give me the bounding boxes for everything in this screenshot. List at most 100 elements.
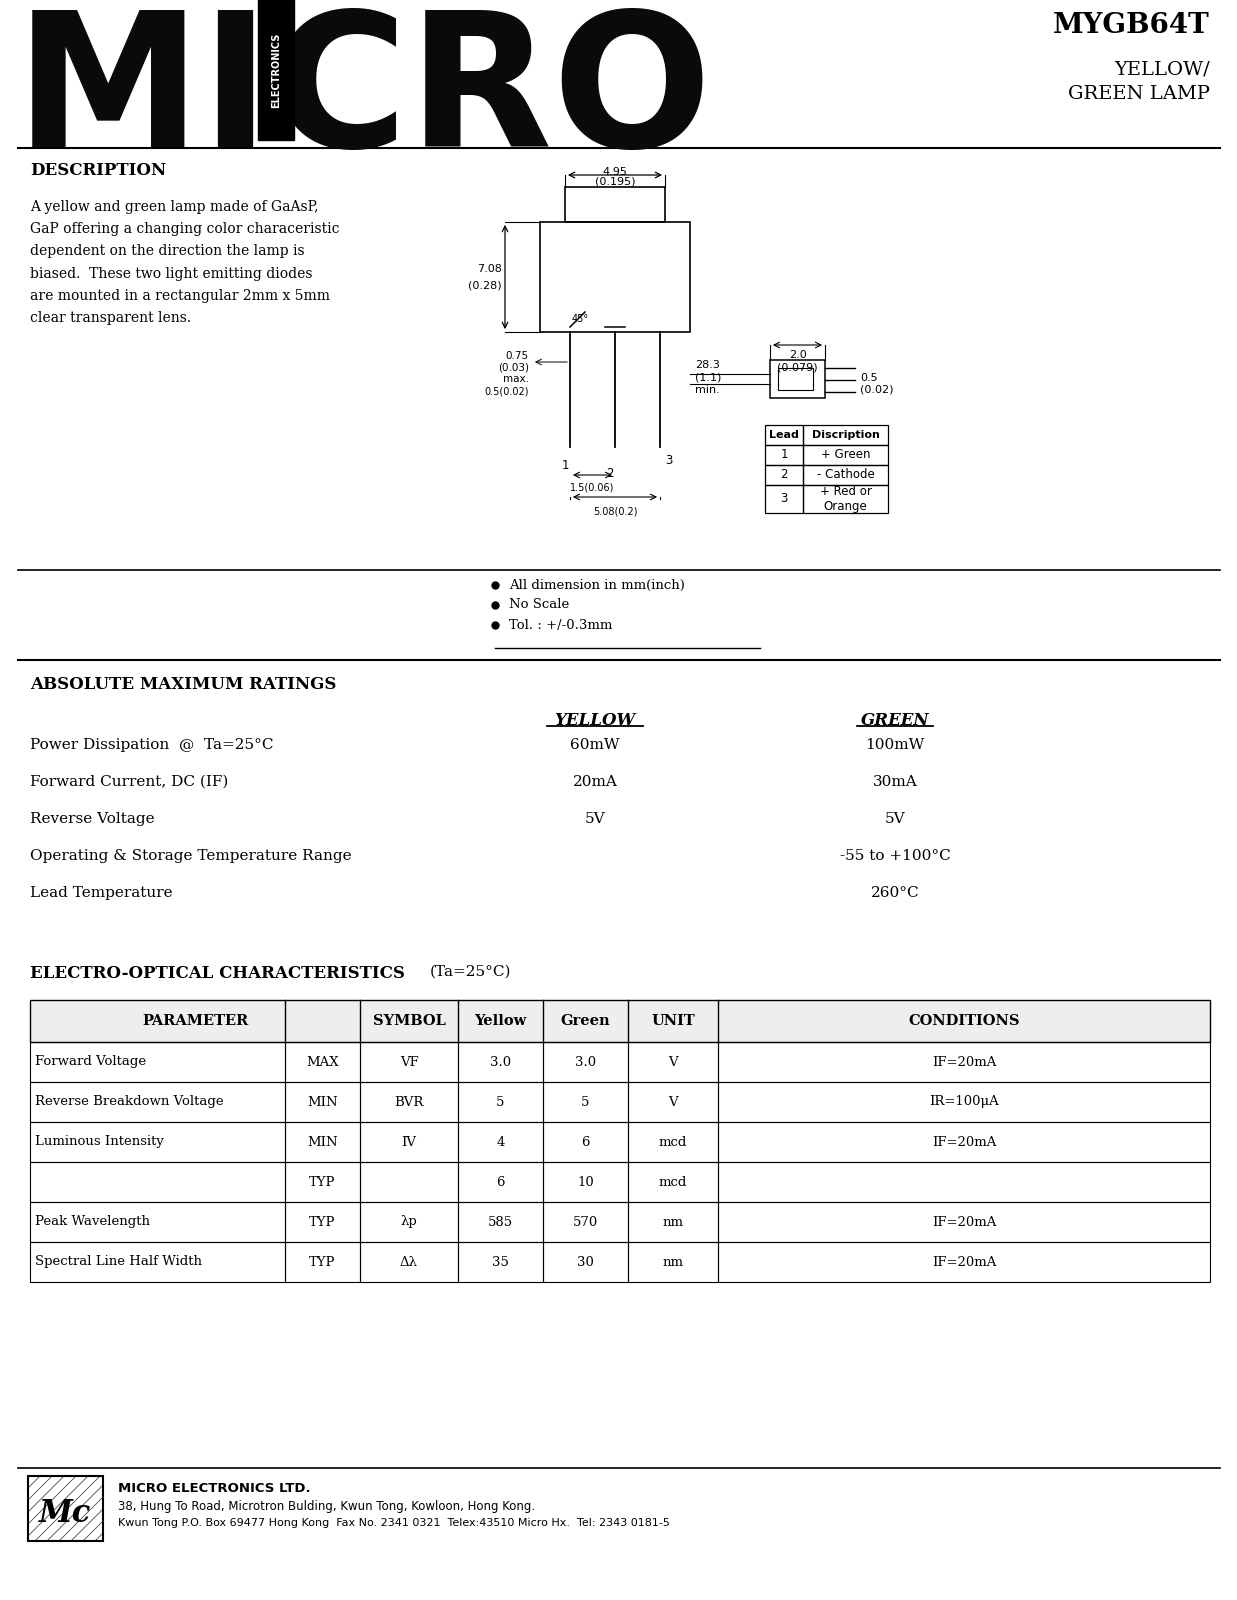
- Bar: [628, 1042, 717, 1082]
- Text: Power Dissipation  @  Ta=25°C: Power Dissipation @ Ta=25°C: [30, 738, 273, 752]
- Bar: [543, 1122, 628, 1162]
- Bar: [30, 1122, 285, 1162]
- Text: 28.3: 28.3: [695, 360, 720, 370]
- Text: Reverse Voltage: Reverse Voltage: [30, 813, 155, 826]
- Text: UNIT: UNIT: [651, 1014, 695, 1029]
- Text: mcd: mcd: [659, 1176, 688, 1189]
- Text: V: V: [668, 1096, 678, 1109]
- Bar: [285, 1242, 360, 1282]
- Bar: [628, 1162, 717, 1202]
- Text: (0.02): (0.02): [860, 386, 893, 395]
- Text: -55 to +100°C: -55 to +100°C: [840, 850, 950, 862]
- Bar: [30, 1042, 285, 1082]
- Text: IF=20mA: IF=20mA: [931, 1256, 996, 1269]
- Text: IR=100μA: IR=100μA: [929, 1096, 998, 1109]
- Text: MIN: MIN: [307, 1136, 338, 1149]
- Text: 0.5(0.02): 0.5(0.02): [485, 387, 529, 397]
- Text: BVR: BVR: [395, 1096, 424, 1109]
- Text: 30mA: 30mA: [872, 774, 918, 789]
- Bar: [360, 1202, 458, 1242]
- Text: ELECTRO-OPTICAL CHARACTERISTICS: ELECTRO-OPTICAL CHARACTERISTICS: [30, 965, 404, 982]
- Text: 2.0: 2.0: [789, 350, 807, 360]
- Bar: [458, 1122, 543, 1162]
- Text: 3: 3: [666, 454, 673, 467]
- Text: (0.28): (0.28): [469, 280, 502, 290]
- Text: 260°C: 260°C: [871, 886, 919, 899]
- Bar: [458, 1082, 543, 1122]
- Bar: [285, 1042, 360, 1082]
- Text: 2: 2: [781, 469, 788, 482]
- Text: 20mA: 20mA: [573, 774, 617, 789]
- Bar: [28, 1475, 103, 1541]
- Bar: [717, 1082, 1210, 1122]
- Text: Yellow: Yellow: [474, 1014, 527, 1029]
- Text: 5V: 5V: [884, 813, 905, 826]
- Bar: [30, 1082, 285, 1122]
- Text: No Scale: No Scale: [508, 598, 569, 611]
- Bar: [543, 1162, 628, 1202]
- Text: 1: 1: [562, 459, 569, 472]
- Bar: [458, 1242, 543, 1282]
- Text: nm: nm: [663, 1216, 684, 1229]
- Text: A yellow and green lamp made of GaAsP,
GaP offering a changing color characerist: A yellow and green lamp made of GaAsP, G…: [30, 200, 339, 325]
- Bar: [285, 1082, 360, 1122]
- Text: MICRO ELECTRONICS LTD.: MICRO ELECTRONICS LTD.: [118, 1482, 310, 1494]
- Text: Forward Voltage: Forward Voltage: [35, 1056, 146, 1069]
- Text: mcd: mcd: [659, 1136, 688, 1149]
- Bar: [764, 445, 803, 466]
- Text: 5V: 5V: [585, 813, 605, 826]
- Text: 5: 5: [496, 1096, 505, 1109]
- Text: (0.195): (0.195): [595, 178, 636, 187]
- Text: GREEN: GREEN: [861, 712, 929, 730]
- Text: 3: 3: [781, 493, 788, 506]
- Text: 0.75: 0.75: [506, 350, 529, 362]
- Bar: [541, 222, 690, 333]
- Text: Peak Wavelength: Peak Wavelength: [35, 1216, 150, 1229]
- Text: 585: 585: [487, 1216, 513, 1229]
- Text: (0.03): (0.03): [499, 362, 529, 371]
- Bar: [458, 1162, 543, 1202]
- Bar: [628, 1122, 717, 1162]
- Text: IF=20mA: IF=20mA: [931, 1056, 996, 1069]
- Text: (0.079): (0.079): [777, 362, 818, 371]
- Text: 1.5(0.06): 1.5(0.06): [570, 483, 615, 493]
- Text: Luminous Intensity: Luminous Intensity: [35, 1136, 163, 1149]
- Text: 4: 4: [496, 1136, 505, 1149]
- Text: IF=20mA: IF=20mA: [931, 1136, 996, 1149]
- Text: ABSOLUTE MAXIMUM RATINGS: ABSOLUTE MAXIMUM RATINGS: [30, 675, 336, 693]
- Text: SYMBOL: SYMBOL: [372, 1014, 445, 1029]
- Text: 45°: 45°: [571, 314, 589, 323]
- Bar: [30, 1162, 285, 1202]
- Bar: [628, 1202, 717, 1242]
- Text: 3.0: 3.0: [490, 1056, 511, 1069]
- Text: Spectral Line Half Width: Spectral Line Half Width: [35, 1256, 202, 1269]
- Text: IF=20mA: IF=20mA: [931, 1216, 996, 1229]
- Bar: [543, 1042, 628, 1082]
- Text: 4.95: 4.95: [602, 166, 627, 178]
- Text: 5.08(0.2): 5.08(0.2): [593, 507, 637, 517]
- Text: All dimension in mm(inch): All dimension in mm(inch): [508, 579, 685, 592]
- Bar: [764, 466, 803, 485]
- Text: VF: VF: [400, 1056, 418, 1069]
- Bar: [778, 368, 813, 390]
- Bar: [764, 485, 803, 514]
- Text: MYGB64T: MYGB64T: [1053, 11, 1210, 38]
- Text: 0.5: 0.5: [860, 373, 877, 382]
- Bar: [628, 1082, 717, 1122]
- Bar: [717, 1162, 1210, 1202]
- Bar: [30, 1202, 285, 1242]
- Bar: [285, 1122, 360, 1162]
- Text: min.: min.: [695, 386, 720, 395]
- Text: 7.08: 7.08: [477, 264, 502, 274]
- Text: nm: nm: [663, 1256, 684, 1269]
- Text: YELLOW/: YELLOW/: [1115, 59, 1210, 78]
- Text: IV: IV: [402, 1136, 417, 1149]
- Bar: [543, 1082, 628, 1122]
- Text: CONDITIONS: CONDITIONS: [908, 1014, 1019, 1029]
- Text: 60mW: 60mW: [570, 738, 620, 752]
- Bar: [285, 1202, 360, 1242]
- Text: 35: 35: [492, 1256, 508, 1269]
- Text: Reverse Breakdown Voltage: Reverse Breakdown Voltage: [35, 1096, 224, 1109]
- Text: PARAMETER: PARAMETER: [142, 1014, 249, 1029]
- Text: Forward Current, DC (IF): Forward Current, DC (IF): [30, 774, 229, 789]
